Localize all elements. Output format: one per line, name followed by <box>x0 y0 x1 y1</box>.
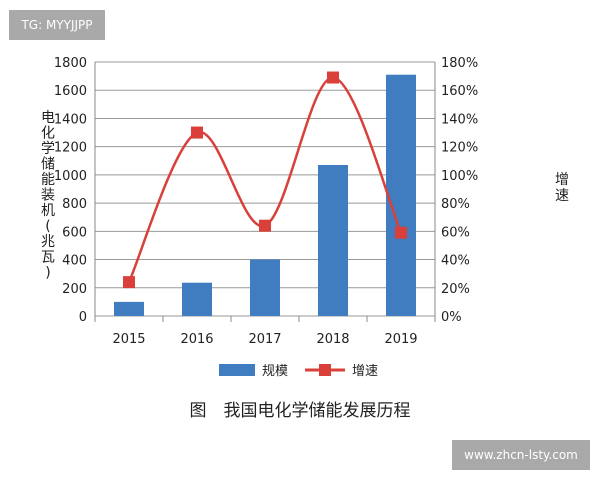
legend-swatch-bar <box>219 364 255 376</box>
y-axis-label-char: 学 <box>41 141 55 157</box>
y-tick-label: 1200 <box>54 141 87 156</box>
y-axis-label-char: 储 <box>41 157 55 173</box>
bar-2018 <box>318 165 348 316</box>
growth-marker-2018 <box>327 71 339 84</box>
y-tick-label: 1800 <box>54 56 87 71</box>
y2-tick-label: 20% <box>441 282 470 297</box>
legend-label-line: 增速 <box>352 364 378 379</box>
y-axis-label-char: 装 <box>41 188 55 204</box>
y2-tick-label: 100% <box>441 169 478 184</box>
bar-2019 <box>386 74 416 316</box>
y2-tick-label: 140% <box>441 112 478 127</box>
growth-line <box>127 76 403 283</box>
y-axis-label-char: 化 <box>41 126 55 142</box>
y2-tick-label: 160% <box>441 84 478 99</box>
y-tick-label: 1000 <box>54 169 87 184</box>
y2-tick-label: 40% <box>441 254 470 269</box>
bar-2016 <box>182 282 212 316</box>
y-axis-label-char: 机 <box>41 203 55 219</box>
y-axis-label-char: 瓦 <box>41 250 55 266</box>
growth-marker-2015 <box>123 276 135 289</box>
bar-2017 <box>250 259 280 316</box>
growth-marker-2016 <box>191 126 203 139</box>
x-tick-label: 2019 <box>384 332 417 347</box>
bar-2015 <box>114 301 144 316</box>
chart-caption: 图 我国电化学储能发展历程 <box>189 401 411 421</box>
y2-tick-label: 0% <box>441 310 462 325</box>
x-tick-label: 2015 <box>112 332 145 347</box>
watermark-bottom: www.zhcn-lsty.com <box>452 440 590 470</box>
y2-tick-label: 180% <box>441 56 478 71</box>
y-tick-label: 0 <box>79 310 87 325</box>
y-axis-label-char: ( <box>45 219 50 235</box>
y-tick-label: 800 <box>62 197 87 212</box>
y2-tick-label: 120% <box>441 141 478 156</box>
y-tick-label: 400 <box>62 254 87 269</box>
legend-label-bar: 规模 <box>262 364 288 379</box>
x-tick-label: 2018 <box>316 332 349 347</box>
legend-swatch-marker <box>319 364 331 376</box>
growth-marker-2017 <box>259 219 271 232</box>
y2-tick-label: 60% <box>441 225 470 240</box>
y2-axis-label-char: 增 <box>555 172 569 188</box>
y-tick-label: 600 <box>62 225 87 240</box>
y2-tick-label: 80% <box>441 197 470 212</box>
y2-axis-label-char: 速 <box>555 188 569 204</box>
y-axis-label-char: 电 <box>41 110 55 126</box>
watermark-top: TG: MYYJJPP <box>9 10 105 40</box>
y-axis-label-char: 能 <box>41 172 55 188</box>
y-tick-label: 1600 <box>54 84 87 99</box>
y-tick-label: 200 <box>62 282 87 297</box>
x-tick-label: 2017 <box>248 332 281 347</box>
y-tick-label: 1400 <box>54 112 87 127</box>
growth-marker-2019 <box>395 226 407 239</box>
y-axis-label-char: ) <box>45 265 50 281</box>
x-tick-label: 2016 <box>180 332 213 347</box>
y-axis-label-char: 兆 <box>41 234 55 250</box>
